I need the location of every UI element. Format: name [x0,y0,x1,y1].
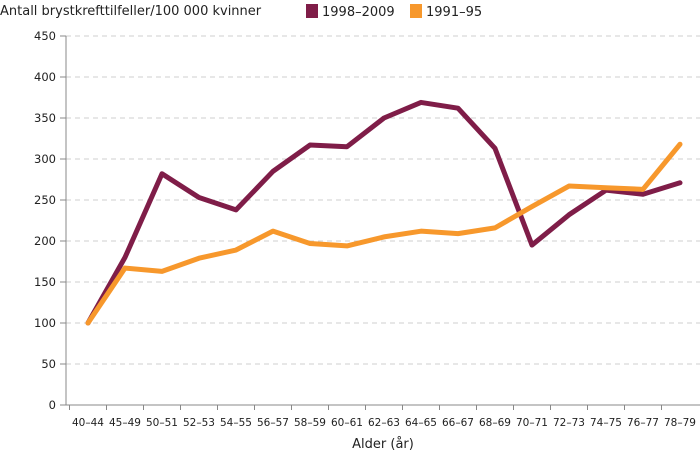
x-tick-label: 72–73 [553,417,585,429]
x-tick-label: 54–55 [220,417,252,429]
x-tick-label: 74–75 [590,417,622,429]
x-tick-label: 50–51 [146,417,178,429]
x-tick-label: 52–53 [183,417,215,429]
legend-label: 1998–2009 [322,5,395,20]
x-tick-label: 58–59 [294,417,326,429]
x-tick-label: 70–71 [516,417,548,429]
y-tick-label: 150 [34,275,56,289]
legend-label: 1991–95 [426,5,482,20]
x-tick-label: 45–49 [109,417,141,429]
series-line-1998–2009 [85,99,683,326]
x-tick-label: 40–44 [72,417,104,429]
y-tick-label: 250 [34,193,56,207]
x-tick-label: 60–61 [331,417,363,429]
y-tick-label: 50 [41,357,56,371]
series-line-1991–95 [85,141,683,326]
legend-swatch [306,4,318,18]
x-tick-label: 56–57 [257,417,289,429]
x-tick-label: 64–65 [405,417,437,429]
x-axis-label: Alder (år) [352,437,414,452]
y-tick-label: 450 [34,29,56,43]
x-tick-label: 78–79 [664,417,696,429]
y-tick-label: 200 [34,234,56,248]
y-axis-label: Antall brystkrefttilfeller/100 000 kvinn… [0,4,262,19]
y-tick-label: 300 [34,152,56,166]
x-tick-label: 62–63 [368,417,400,429]
x-tick-label: 66–67 [442,417,474,429]
y-tick-label: 100 [34,316,56,330]
x-tick-label: 76–77 [627,417,659,429]
x-tick-label: 68–69 [479,417,511,429]
y-tick-label: 400 [34,70,56,84]
legend-swatch [410,4,422,18]
y-tick-label: 350 [34,111,56,125]
y-tick-label: 0 [49,398,56,412]
legend: 1998–2009 1991–95 [306,4,482,20]
